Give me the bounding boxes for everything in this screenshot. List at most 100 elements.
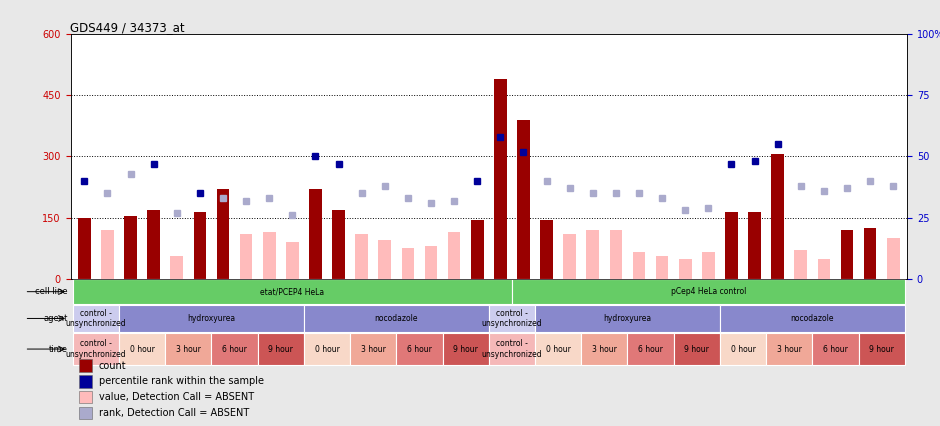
Text: count: count: [99, 361, 127, 371]
Bar: [772, 155, 784, 279]
Text: 9 hour: 9 hour: [684, 345, 710, 354]
Bar: [447, 232, 461, 279]
Bar: [512, 279, 905, 304]
Bar: [674, 333, 720, 365]
Bar: [535, 333, 581, 365]
Text: 6 hour: 6 hour: [823, 345, 848, 354]
Text: hydroxyurea: hydroxyurea: [603, 314, 651, 323]
Bar: [72, 279, 512, 304]
Text: 0 hour: 0 hour: [730, 345, 756, 354]
Text: 0 hour: 0 hour: [130, 345, 154, 354]
Text: 0 hour: 0 hour: [546, 345, 571, 354]
Bar: [286, 242, 299, 279]
Text: control -
unsynchronized: control - unsynchronized: [481, 309, 542, 328]
Bar: [858, 333, 905, 365]
Text: hydroxyurea: hydroxyurea: [187, 314, 236, 323]
Text: 9 hour: 9 hour: [453, 345, 478, 354]
Bar: [79, 406, 92, 419]
Bar: [471, 220, 483, 279]
Bar: [886, 238, 900, 279]
Text: control -
unsynchronized: control - unsynchronized: [481, 340, 542, 359]
Bar: [217, 189, 229, 279]
Bar: [263, 232, 275, 279]
Text: cell line: cell line: [36, 287, 68, 296]
Bar: [72, 305, 119, 332]
Bar: [102, 230, 114, 279]
Bar: [309, 189, 321, 279]
Text: time: time: [49, 345, 68, 354]
Text: 3 hour: 3 hour: [592, 345, 617, 354]
Bar: [355, 234, 368, 279]
Bar: [304, 333, 350, 365]
Bar: [656, 256, 668, 279]
Bar: [587, 230, 599, 279]
Bar: [628, 333, 674, 365]
Bar: [79, 375, 92, 388]
Bar: [148, 210, 160, 279]
Bar: [748, 212, 760, 279]
Bar: [720, 333, 766, 365]
Text: nocodazole: nocodazole: [375, 314, 418, 323]
Bar: [379, 240, 391, 279]
Bar: [397, 333, 443, 365]
Bar: [540, 220, 553, 279]
Text: pCep4 HeLa control: pCep4 HeLa control: [670, 287, 746, 296]
Bar: [679, 259, 692, 279]
Bar: [794, 250, 807, 279]
Bar: [350, 333, 397, 365]
Text: percentile rank within the sample: percentile rank within the sample: [99, 376, 264, 386]
Bar: [240, 234, 253, 279]
Bar: [332, 210, 345, 279]
Text: 6 hour: 6 hour: [407, 345, 431, 354]
Bar: [840, 230, 854, 279]
Bar: [79, 360, 92, 372]
Text: control -
unsynchronized: control - unsynchronized: [66, 309, 126, 328]
Bar: [517, 120, 530, 279]
Bar: [766, 333, 812, 365]
Bar: [79, 391, 92, 403]
Bar: [720, 305, 905, 332]
Bar: [304, 305, 489, 332]
Text: value, Detection Call = ABSENT: value, Detection Call = ABSENT: [99, 392, 254, 402]
Bar: [725, 212, 738, 279]
Text: 6 hour: 6 hour: [222, 345, 247, 354]
Text: nocodazole: nocodazole: [791, 314, 834, 323]
Text: 9 hour: 9 hour: [268, 345, 293, 354]
Bar: [818, 259, 830, 279]
Text: 3 hour: 3 hour: [361, 345, 385, 354]
Bar: [812, 333, 858, 365]
Bar: [489, 333, 535, 365]
Text: 0 hour: 0 hour: [315, 345, 339, 354]
Bar: [425, 246, 437, 279]
Text: 3 hour: 3 hour: [776, 345, 802, 354]
Bar: [119, 333, 165, 365]
Text: GDS449 / 34373_at: GDS449 / 34373_at: [70, 21, 185, 34]
Bar: [72, 333, 119, 365]
Bar: [864, 228, 876, 279]
Bar: [78, 218, 91, 279]
Bar: [401, 248, 415, 279]
Bar: [194, 212, 206, 279]
Bar: [581, 333, 628, 365]
Bar: [563, 234, 576, 279]
Text: 6 hour: 6 hour: [638, 345, 663, 354]
Text: agent: agent: [43, 314, 68, 323]
Text: 3 hour: 3 hour: [176, 345, 201, 354]
Bar: [170, 256, 183, 279]
Bar: [165, 333, 212, 365]
Text: etat/PCEP4 HeLa: etat/PCEP4 HeLa: [260, 287, 324, 296]
Bar: [489, 305, 535, 332]
Bar: [633, 252, 646, 279]
Bar: [212, 333, 258, 365]
Bar: [124, 216, 137, 279]
Bar: [609, 230, 622, 279]
Text: rank, Detection Call = ABSENT: rank, Detection Call = ABSENT: [99, 408, 249, 418]
Text: 9 hour: 9 hour: [870, 345, 894, 354]
Text: control -
unsynchronized: control - unsynchronized: [66, 340, 126, 359]
Bar: [119, 305, 304, 332]
Bar: [443, 333, 489, 365]
Bar: [258, 333, 304, 365]
Bar: [535, 305, 720, 332]
Bar: [494, 79, 507, 279]
Bar: [702, 252, 714, 279]
